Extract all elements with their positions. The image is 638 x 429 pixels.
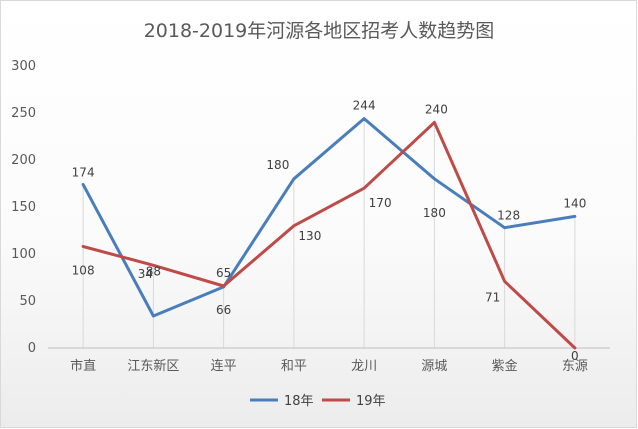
data-label: 65 [216, 266, 231, 280]
y-tick-label: 0 [28, 341, 36, 356]
y-tick-label: 100 [11, 247, 36, 262]
x-tick-label: 东源 [562, 359, 588, 374]
data-label: 88 [146, 264, 161, 278]
data-label: 130 [298, 229, 321, 243]
data-label: 66 [216, 303, 231, 317]
legend-label: 19年 [356, 394, 386, 409]
data-label: 240 [425, 102, 448, 116]
y-tick-label: 300 [11, 59, 36, 74]
data-label: 140 [563, 196, 586, 210]
x-tick-label: 源城 [421, 359, 447, 374]
data-label: 108 [72, 263, 95, 277]
x-tick-label: 江东新区 [127, 358, 179, 374]
y-tick-label: 200 [11, 153, 36, 168]
data-label: 180 [266, 158, 289, 172]
x-tick-label: 连平 [211, 358, 237, 374]
x-tick-label: 龙川 [351, 359, 377, 374]
data-label: 174 [72, 165, 95, 179]
data-label: 244 [353, 99, 376, 113]
x-tick-label: 和平 [281, 359, 307, 374]
legend-label: 18年 [284, 394, 314, 409]
data-label: 170 [369, 196, 392, 210]
series-line [81, 120, 577, 350]
data-label: 180 [423, 206, 446, 220]
y-tick-label: 250 [11, 106, 36, 121]
data-label: 71 [485, 290, 500, 304]
x-tick-label: 紫金 [492, 358, 518, 374]
y-tick-label: 150 [11, 200, 36, 215]
data-label: 128 [497, 209, 520, 223]
data-label: 34 [138, 267, 153, 281]
y-tick-label: 50 [19, 294, 36, 309]
series-line [81, 117, 577, 318]
data-label: 0 [571, 349, 579, 363]
chart-title: 2018-2019年河源各地区招考人数趋势图 [144, 20, 495, 42]
x-tick-label: 市直 [70, 358, 96, 374]
